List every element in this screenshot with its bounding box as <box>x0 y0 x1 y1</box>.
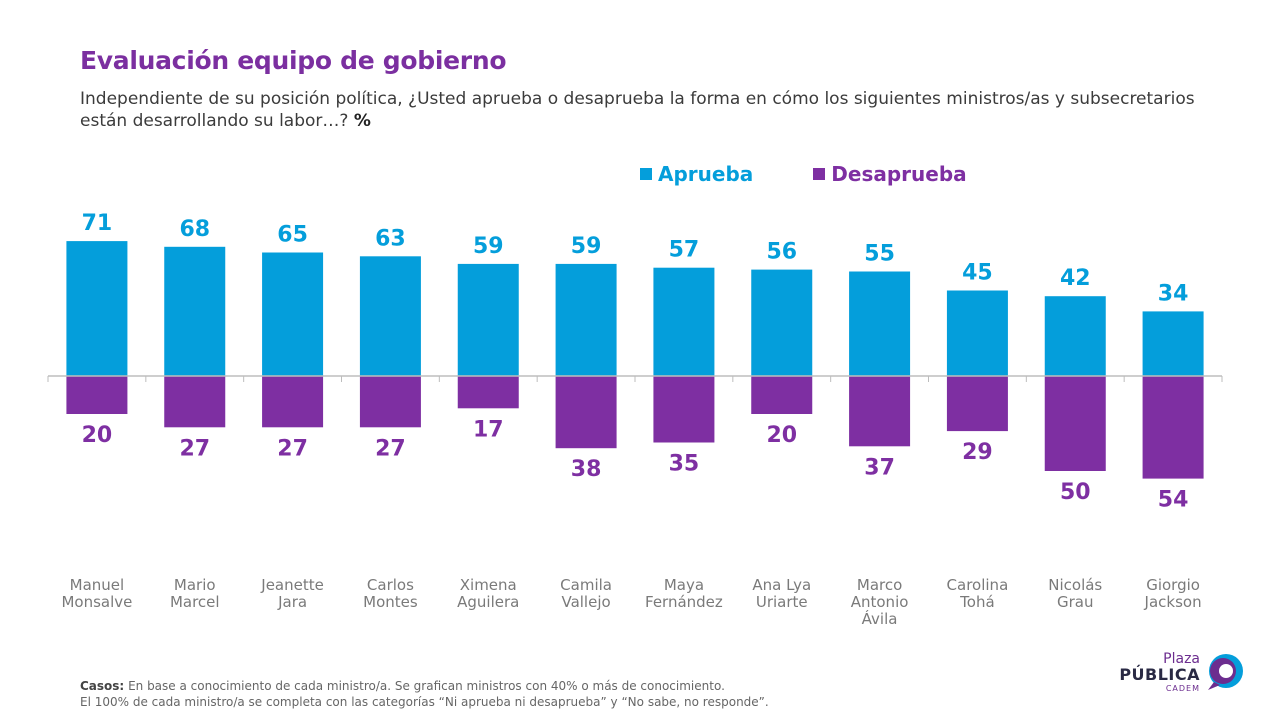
logo-text-publica: PÚBLICA <box>1119 665 1200 684</box>
footer-line-1: Casos: En base a conocimiento de cada mi… <box>80 678 769 694</box>
category-label: Monsalve <box>61 593 132 611</box>
bar-desaprueba <box>1142 376 1204 479</box>
category-label: Manuel <box>70 576 125 594</box>
data-label-desaprueba: 37 <box>864 455 895 480</box>
footer-note: Casos: En base a conocimiento de cada mi… <box>80 678 769 710</box>
data-label-desaprueba: 38 <box>571 457 602 482</box>
bar-desaprueba <box>751 376 813 414</box>
bar-aprueba <box>1142 311 1204 376</box>
bar-desaprueba <box>1044 376 1106 471</box>
bar-aprueba <box>849 271 911 376</box>
data-label-desaprueba: 35 <box>669 452 700 477</box>
bar-desaprueba <box>946 376 1008 432</box>
bar-desaprueba <box>849 376 911 447</box>
data-label-aprueba: 45 <box>962 261 993 286</box>
data-label-desaprueba: 27 <box>179 436 210 461</box>
data-label-aprueba: 63 <box>375 226 406 251</box>
data-label-desaprueba: 17 <box>473 417 504 442</box>
data-label-desaprueba: 27 <box>375 436 406 461</box>
category-label: Fernández <box>645 593 723 611</box>
data-label-aprueba: 34 <box>1158 281 1189 306</box>
page-title: Evaluación equipo de gobierno <box>80 46 507 75</box>
bar-aprueba <box>457 263 519 376</box>
speech-bubble-icon <box>1208 654 1243 690</box>
bar-aprueba <box>66 241 128 376</box>
bar-aprueba <box>164 246 226 376</box>
chart-legend: Aprueba Desaprueba <box>640 162 967 186</box>
data-label-desaprueba: 29 <box>962 440 993 465</box>
legend-swatch-desaprueba <box>813 168 826 180</box>
category-label: Marcel <box>170 593 220 611</box>
category-label: Maya <box>664 576 704 594</box>
category-label: Tohá <box>959 593 995 611</box>
subtitle-unit: % <box>353 111 371 131</box>
category-label: Grau <box>1057 593 1094 611</box>
category-label: Carolina <box>947 576 1009 594</box>
category-label: Montes <box>363 593 418 611</box>
data-label-desaprueba: 20 <box>82 423 113 448</box>
footer-label: Casos: <box>80 679 125 693</box>
category-label: Uriarte <box>756 593 808 611</box>
bar-aprueba <box>262 252 324 376</box>
category-label: Nicolás <box>1048 576 1102 594</box>
logo-text-plaza: Plaza <box>1163 651 1200 667</box>
category-label: Ávila <box>862 609 898 628</box>
category-label: Marco <box>857 576 902 594</box>
bar-desaprueba <box>359 376 421 428</box>
data-label-desaprueba: 27 <box>277 436 308 461</box>
bar-desaprueba <box>457 376 519 409</box>
data-label-aprueba: 59 <box>473 234 504 259</box>
data-label-aprueba: 57 <box>669 238 700 263</box>
bar-aprueba <box>946 290 1008 376</box>
bar-aprueba <box>555 263 617 376</box>
legend-swatch-aprueba <box>640 168 652 180</box>
data-label-aprueba: 56 <box>766 240 797 265</box>
legend-label-desaprueba: Desaprueba <box>831 162 967 186</box>
bar-aprueba <box>653 267 715 376</box>
plaza-publica-logo: Plaza PÚBLICA CADEM <box>1119 650 1246 695</box>
bar-aprueba <box>751 269 813 376</box>
category-label: Aguilera <box>457 593 519 611</box>
bar-desaprueba <box>262 376 324 428</box>
category-label: Vallejo <box>561 593 610 611</box>
data-label-desaprueba: 20 <box>766 423 797 448</box>
bar-desaprueba <box>164 376 226 428</box>
category-label: Jeanette <box>260 576 324 594</box>
category-label: Mario <box>174 576 216 594</box>
subtitle-text: Independiente de su posición política, ¿… <box>80 89 1195 131</box>
category-label: Jackson <box>1144 593 1202 611</box>
footer-text-1: En base a conocimiento de cada ministro/… <box>128 679 725 693</box>
category-label: Ximena <box>460 576 517 594</box>
data-label-aprueba: 59 <box>571 234 602 259</box>
data-label-aprueba: 71 <box>82 211 113 236</box>
category-label: Jara <box>277 593 307 611</box>
legend-item-desaprueba: Desaprueba <box>813 162 967 186</box>
data-label-aprueba: 65 <box>277 223 308 248</box>
category-label: Camila <box>560 576 612 594</box>
chart-subtitle: Independiente de su posición política, ¿… <box>80 88 1200 132</box>
category-label: Antonio <box>851 593 909 611</box>
data-label-desaprueba: 50 <box>1060 480 1091 505</box>
category-label: Giorgio <box>1146 576 1200 594</box>
bar-desaprueba <box>66 376 128 414</box>
footer-text-2: El 100% de cada ministro/a se completa c… <box>80 695 769 709</box>
data-label-desaprueba: 54 <box>1158 488 1189 513</box>
data-label-aprueba: 42 <box>1060 266 1091 291</box>
bar-aprueba <box>359 256 421 376</box>
data-label-aprueba: 55 <box>864 242 895 267</box>
category-label: Carlos <box>367 576 414 594</box>
bar-desaprueba <box>555 376 617 449</box>
legend-label-aprueba: Aprueba <box>658 162 754 186</box>
bar-aprueba <box>1044 296 1106 376</box>
data-label-aprueba: 68 <box>179 217 210 242</box>
category-label: Ana Lya <box>752 576 811 594</box>
legend-item-aprueba: Aprueba <box>640 162 753 186</box>
logo-text-cadem: CADEM <box>1165 684 1200 693</box>
bar-desaprueba <box>653 376 715 443</box>
